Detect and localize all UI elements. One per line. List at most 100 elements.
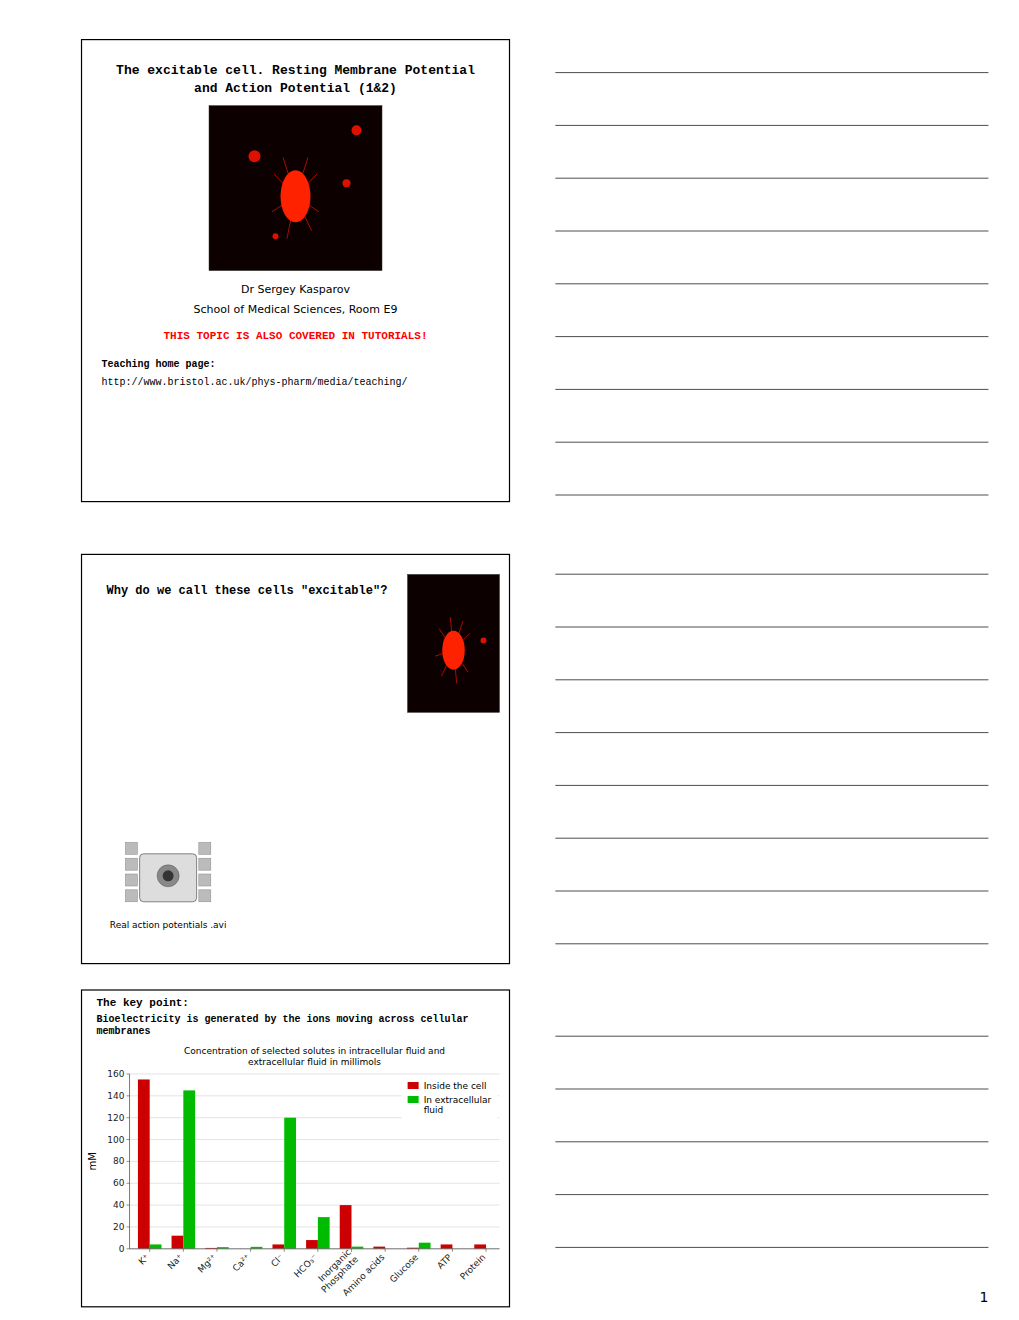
film-strip xyxy=(125,874,137,886)
film-strip xyxy=(199,874,211,886)
bar xyxy=(419,1243,431,1249)
author: Dr Sergey Kasparov xyxy=(241,283,351,296)
y-tick-label: 40 xyxy=(113,1200,125,1210)
teaching-url: http://www.bristol.ac.uk/phys-pharm/medi… xyxy=(102,377,408,388)
x-tick-label-line: K⁺ xyxy=(137,1252,152,1267)
slide-title-line: and Action Potential (1&2) xyxy=(194,81,397,96)
neuron-dot xyxy=(273,233,279,239)
neuron-dot xyxy=(481,638,487,644)
note-line xyxy=(555,125,988,126)
neuron-image xyxy=(209,106,382,271)
film-strip xyxy=(199,890,211,902)
x-tick xyxy=(250,1249,251,1252)
note-line xyxy=(555,1247,988,1248)
legend-background xyxy=(402,1076,498,1120)
note-line xyxy=(555,679,988,680)
x-tick xyxy=(216,1249,217,1252)
x-tick-label: ATP xyxy=(435,1252,454,1271)
x-tick xyxy=(452,1249,453,1252)
slide-title: and Action Potential (1&2) xyxy=(194,81,397,96)
neuron-dot xyxy=(343,179,351,187)
note-line xyxy=(555,785,988,786)
x-tick xyxy=(183,1249,184,1252)
note-line xyxy=(555,838,988,839)
x-tick-label: Mg²⁺ xyxy=(196,1252,219,1275)
chart-title-line: Concentration of selected solutes in int… xyxy=(184,1046,445,1056)
bar xyxy=(306,1240,318,1249)
x-tick-label-line: Amino acids xyxy=(341,1252,387,1298)
x-tick-label-line: ATP xyxy=(435,1252,454,1271)
keypoint-body: Bioelectricity is generated by the ions … xyxy=(97,1014,469,1037)
slide-1 xyxy=(82,40,510,502)
y-tick-label: 0 xyxy=(119,1244,125,1254)
y-tick xyxy=(127,1226,130,1227)
x-tick-label-line: Cl⁻ xyxy=(269,1252,286,1269)
note-line xyxy=(555,943,988,944)
film-strip xyxy=(199,842,211,854)
teaching-label-line: Teaching home page: xyxy=(102,359,216,370)
teaching-url-line: http://www.bristol.ac.uk/phys-pharm/medi… xyxy=(102,377,408,388)
y-tick-label: 100 xyxy=(107,1135,124,1145)
chart-title-line: extracellular fluid in millimols xyxy=(248,1057,381,1067)
x-tick xyxy=(486,1249,487,1252)
note-line xyxy=(555,72,988,73)
author-line: Dr Sergey Kasparov xyxy=(241,283,351,296)
note-line xyxy=(555,627,988,628)
bar xyxy=(150,1244,162,1248)
note-line xyxy=(555,891,988,892)
x-tick-label-line: HCO₃⁻ xyxy=(292,1252,319,1279)
keypoint-title-line: The key point: xyxy=(97,997,189,1009)
x-tick xyxy=(385,1249,386,1252)
y-tick-label: 80 xyxy=(113,1156,125,1166)
bar xyxy=(340,1205,352,1249)
tutorial-note-line: THIS TOPIC IS ALSO COVERED IN TUTORIALS! xyxy=(163,330,427,342)
slide-2 xyxy=(82,554,510,963)
page-number: 1 xyxy=(980,1289,989,1305)
bar xyxy=(474,1244,486,1248)
y-axis-label: mM xyxy=(87,1152,98,1170)
neuron-body xyxy=(442,631,465,670)
x-tick-label: Protein xyxy=(458,1252,487,1281)
neuron-dot xyxy=(249,150,261,162)
bar xyxy=(138,1079,150,1248)
tutorial-note: THIS TOPIC IS ALSO COVERED IN TUTORIALS! xyxy=(163,330,427,342)
y-tick-label: 20 xyxy=(113,1222,125,1232)
bar-chart: Concentration of selected solutes in int… xyxy=(87,1046,500,1298)
note-line xyxy=(555,732,988,733)
legend: Inside the cellIn extracellularfluid xyxy=(402,1076,498,1120)
y-tick xyxy=(127,1205,130,1206)
y-tick xyxy=(127,1095,130,1096)
x-tick-label: Cl⁻ xyxy=(269,1252,286,1269)
bar xyxy=(284,1118,296,1249)
slide-title-line: The excitable cell. Resting Membrane Pot… xyxy=(116,63,475,78)
grid-line xyxy=(130,1248,500,1249)
keypoint-title: The key point: xyxy=(97,997,189,1009)
note-line xyxy=(555,231,988,232)
affiliation-line: School of Medical Sciences, Room E9 xyxy=(194,303,398,316)
note-line xyxy=(555,336,988,337)
image-frame xyxy=(209,106,382,271)
y-tick xyxy=(127,1139,130,1140)
y-tick-label: 120 xyxy=(107,1113,124,1123)
x-tick-label-line: Ca²⁺ xyxy=(231,1252,253,1274)
camera-lens-inner xyxy=(163,870,174,881)
note-line xyxy=(555,1036,988,1037)
legend-label-line: fluid xyxy=(424,1105,444,1115)
y-tick-label: 60 xyxy=(113,1178,125,1188)
video-caption-line: Real action potentials .avi xyxy=(110,920,227,930)
neuron-body xyxy=(281,170,311,222)
bar xyxy=(272,1244,284,1248)
film-strip xyxy=(125,890,137,902)
y-tick xyxy=(127,1074,130,1075)
slide-title: The excitable cell. Resting Membrane Pot… xyxy=(116,63,475,78)
x-tick-label: Na⁺ xyxy=(166,1252,185,1271)
x-tick-label-line: Mg²⁺ xyxy=(196,1252,219,1275)
x-tick xyxy=(149,1249,150,1252)
x-tick xyxy=(351,1249,352,1252)
bars xyxy=(138,1079,486,1248)
x-tick-label: Ca²⁺ xyxy=(231,1252,253,1274)
y-tick xyxy=(127,1248,130,1249)
legend-swatch xyxy=(408,1082,419,1089)
teaching-label: Teaching home page: xyxy=(102,359,216,370)
legend-label-line: In extracellular xyxy=(424,1095,492,1105)
